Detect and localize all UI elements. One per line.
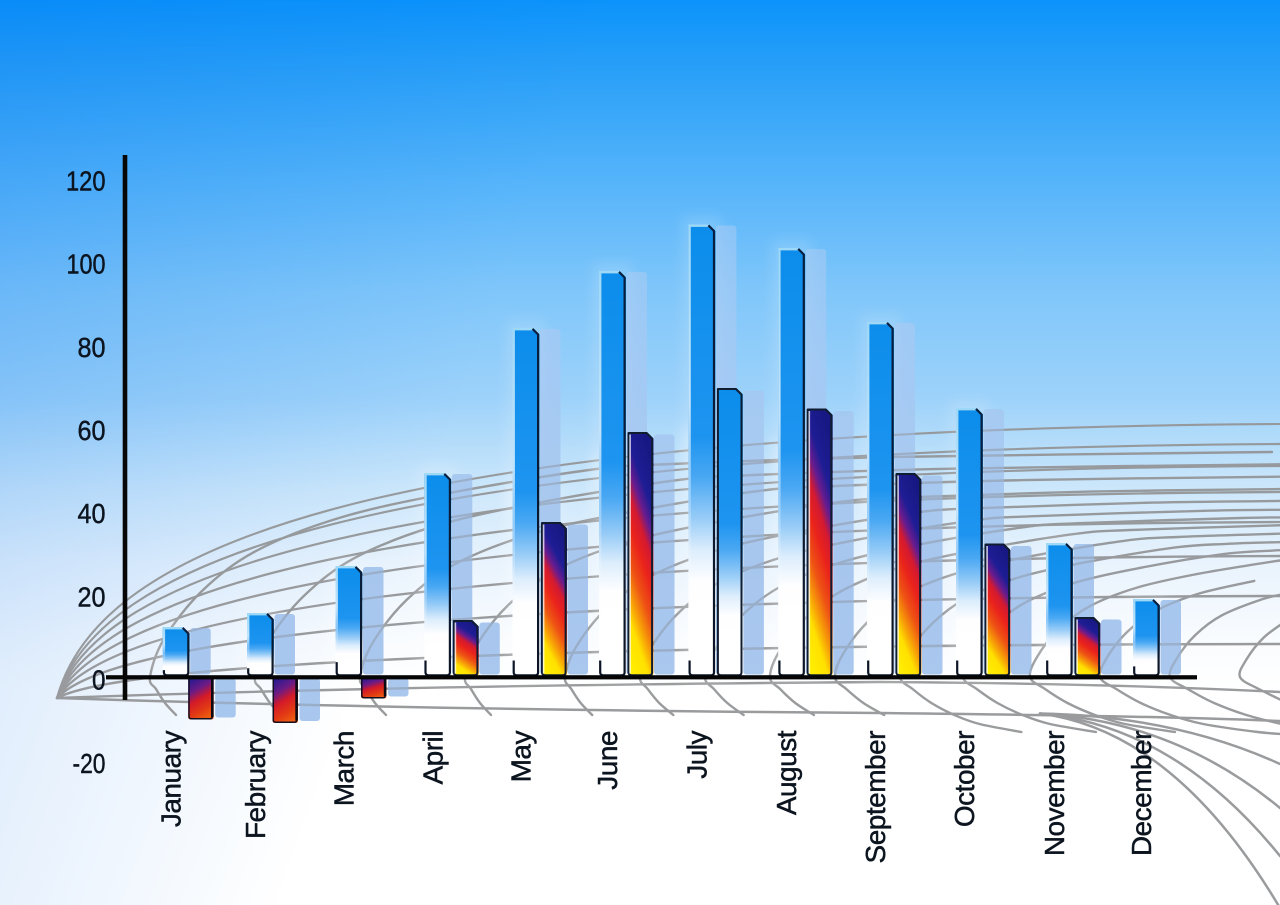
svg-text:100: 100 (67, 249, 106, 280)
svg-text:February: February (240, 731, 271, 840)
svg-text:November: November (1039, 731, 1070, 856)
svg-text:80: 80 (78, 332, 106, 363)
svg-text:August: August (771, 730, 802, 815)
svg-text:0: 0 (92, 665, 106, 696)
svg-text:January: January (156, 731, 187, 828)
svg-text:June: June (592, 731, 623, 790)
svg-text:March: March (329, 731, 360, 806)
svg-text:July: July (681, 731, 712, 779)
svg-text:-20: -20 (73, 748, 106, 779)
svg-text:120: 120 (66, 165, 106, 196)
svg-text:September: September (860, 731, 891, 864)
svg-text:May: May (506, 731, 537, 783)
svg-text:December: December (1126, 731, 1157, 856)
svg-text:20: 20 (78, 581, 106, 612)
svg-text:40: 40 (78, 498, 106, 529)
svg-text:October: October (949, 731, 980, 827)
svg-text:April: April (417, 731, 448, 785)
svg-text:60: 60 (78, 415, 106, 446)
